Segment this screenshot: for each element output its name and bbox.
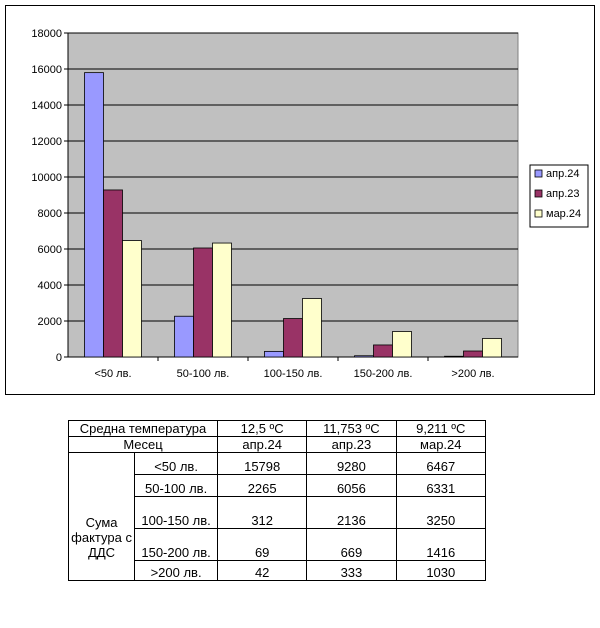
x-tick-label: 50-100 лв. (177, 368, 230, 380)
row-label: 150-200 лв. (134, 528, 219, 561)
chart-frame: 0 2000 4000 6000 8000 10000 12000 14000 16000 180… (5, 5, 595, 395)
row-label: 50-100 лв. (134, 474, 219, 497)
table-cell: 9280 (306, 452, 397, 475)
table-cell: 1416 (395, 528, 487, 561)
x-tick-label: 100-150 лв. (264, 368, 323, 380)
table-row: >200 лв. 42 333 1030 (69, 560, 487, 581)
bar (354, 355, 374, 358)
month-cell: мар.24 (395, 436, 487, 453)
y-tick-label: 16000 (31, 64, 62, 76)
x-tick-label: >200 лв. (451, 368, 494, 380)
y-tick-label: 12000 (31, 136, 62, 148)
legend-label: апр.23 (546, 188, 579, 200)
bar (122, 240, 142, 358)
table-row: 100-150 лв. 312 2136 3250 (69, 496, 487, 529)
temperature-label: Средна температура (67, 420, 219, 437)
plot-area (67, 32, 519, 358)
y-tick-label: 8000 (38, 208, 62, 220)
table-row: 150-200 лв. 69 669 1416 (69, 528, 487, 561)
y-tick-label: 10000 (31, 172, 62, 184)
bar (174, 315, 194, 358)
y-tick-label: 6000 (38, 244, 62, 256)
temperature-cell: 9,211 ºC (395, 420, 487, 437)
month-label: Месец (67, 436, 219, 453)
table-cell: 1030 (395, 560, 487, 581)
table-cell: 69 (217, 528, 308, 561)
bar (193, 247, 213, 358)
row-label: 100-150 лв. (134, 496, 219, 529)
month-cell: апр.24 (217, 436, 308, 453)
group-label: Сума фактура с ДДС (67, 452, 136, 581)
y-tick-label: 4000 (38, 280, 62, 292)
table-cell: 6467 (395, 452, 487, 475)
bar (392, 331, 412, 358)
table-cell: 312 (217, 496, 308, 529)
table-cell: 2265 (217, 474, 308, 497)
bar (212, 242, 232, 358)
row-label: <50 лв. (134, 452, 219, 475)
table-cell: 6331 (395, 474, 487, 497)
bar (444, 355, 464, 358)
bar (482, 338, 502, 358)
table-cell: 15798 (217, 452, 308, 475)
legend-label: мар.24 (546, 208, 581, 220)
bar (373, 344, 393, 358)
table-row: 50-100 лв. 2265 6056 6331 (69, 474, 487, 497)
table-cell: 6056 (306, 474, 397, 497)
bar (264, 350, 284, 358)
legend-swatch (534, 209, 543, 218)
temperature-cell: 11,753 ºC (306, 420, 397, 437)
month-row: Месец апр.24 апр.23 мар.24 (67, 436, 487, 453)
table-row: Сума фактура с ДДС <50 лв. 15798 9280 64… (67, 452, 487, 581)
x-tick-label: 150-200 лв. (354, 368, 413, 380)
row-label: >200 лв. (134, 560, 219, 581)
bar (84, 72, 104, 358)
data-table: Средна температура 12,5 ºC 11,753 ºC 9,2… (67, 420, 487, 581)
legend-label: апр.24 (546, 168, 579, 180)
y-tick-label: 14000 (31, 100, 62, 112)
legend-swatch (534, 189, 543, 198)
bar-chart: 0 2000 4000 6000 8000 10000 12000 14000 16000 180… (31, 28, 589, 380)
temperature-cell: 12,5 ºC (217, 420, 308, 437)
temperature-row: Средна температура 12,5 ºC 11,753 ºC 9,2… (67, 420, 487, 437)
table-cell: 42 (217, 560, 308, 581)
bar (463, 350, 483, 358)
bar (302, 298, 322, 358)
table-cell: 2136 (306, 496, 397, 529)
y-tick-label: 0 (56, 352, 62, 364)
table-cell: 669 (306, 528, 397, 561)
table-cell: 3250 (395, 496, 487, 529)
month-cell: апр.23 (306, 436, 397, 453)
y-tick-label: 18000 (31, 28, 62, 40)
x-tick-label: <50 лв. (94, 368, 131, 380)
y-tick-label: 2000 (38, 316, 62, 328)
bar (283, 318, 303, 358)
bar (103, 189, 123, 358)
table-cell: 333 (306, 560, 397, 581)
legend-swatch (534, 169, 543, 178)
